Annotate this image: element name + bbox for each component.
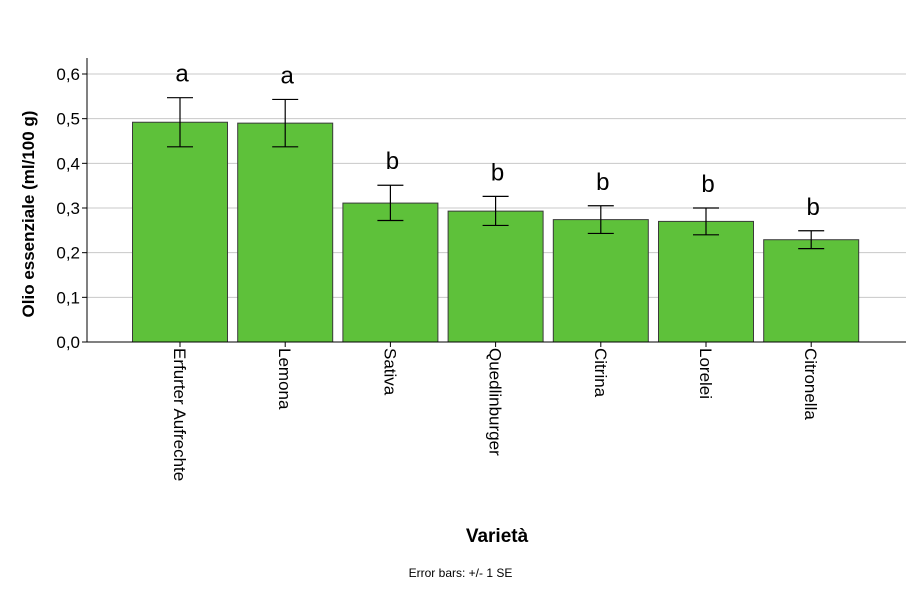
bar	[447, 210, 544, 343]
x-tick-label: Citronella	[801, 348, 820, 420]
bar	[237, 122, 334, 343]
x-tick-label: Quedlinburger	[486, 348, 505, 456]
x-axis-label: Varietà	[466, 526, 529, 547]
x-tick-label: Sativa	[380, 348, 399, 396]
bar	[132, 121, 228, 343]
y-tick-label: 0,6	[56, 65, 80, 84]
error-bars-footnote: Error bars: +/- 1 SE	[408, 566, 513, 580]
bars	[132, 121, 860, 343]
y-tick-label: 0,4	[56, 154, 80, 173]
significance-letter: b	[596, 169, 609, 196]
significance-letter: a	[175, 61, 189, 88]
significance-letter: a	[281, 62, 295, 89]
significance-letters: a a b b b b b	[175, 61, 820, 221]
y-tick-label: 0,3	[56, 199, 80, 218]
significance-letter: b	[807, 194, 820, 221]
significance-letter: b	[701, 171, 714, 198]
y-tick-label: 0,1	[56, 288, 80, 307]
y-tick-label: 0,2	[56, 244, 80, 263]
axes	[86, 58, 906, 343]
y-axis-label: Olio essenziale (ml/100 g)	[19, 111, 38, 318]
bar	[658, 220, 754, 343]
x-tick-label: Erfurter Aufrechte	[170, 348, 189, 481]
y-tick-label: 0,0	[56, 333, 80, 352]
x-tick-label: Citrina	[591, 348, 610, 398]
y-tick-labels: 0,0 0,1 0,2 0,3 0,4 0,5 0,6	[56, 65, 87, 352]
bar	[552, 219, 649, 343]
y-tick-label: 0,5	[56, 110, 80, 129]
x-tick-label: Lemona	[275, 348, 294, 410]
x-tick-labels: Erfurter Aufrechte Lemona Sativa Quedlinbur…	[170, 342, 820, 481]
significance-letter: b	[491, 159, 504, 186]
significance-letter: b	[386, 148, 399, 175]
bar	[763, 239, 860, 343]
x-tick-label: Lorelei	[696, 348, 715, 399]
bar	[342, 202, 439, 343]
error-bars	[167, 97, 825, 250]
